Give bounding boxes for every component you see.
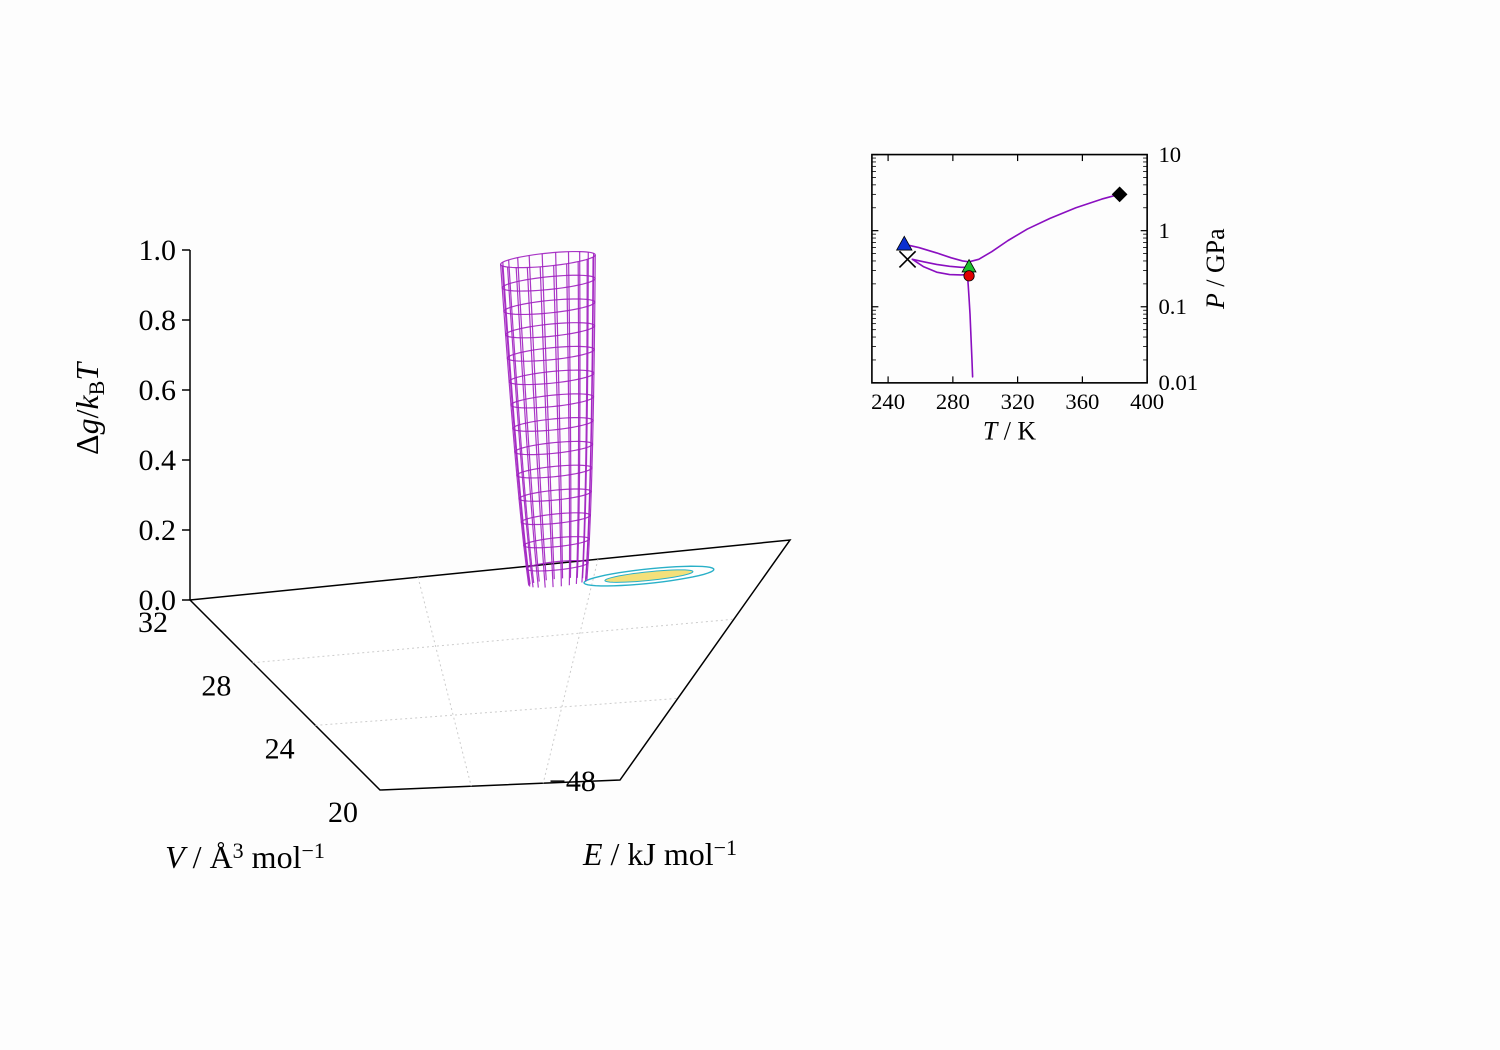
e-axis-label: E / kJ mol−1 [582,835,737,872]
v-axis-label: V / Å3 mol−1 [165,838,325,875]
free-energy-3d-plot: 0.00.20.40.60.81.0Δg/kBT32282420V / Å3 m… [70,120,920,900]
v-tick: 20 [328,796,358,829]
z-tick: 1.0 [139,234,177,267]
t-tick: 320 [1001,389,1035,414]
p-axis-label: P / GPa [1201,228,1230,310]
p-tick: 1 [1158,218,1169,243]
p-tick: 10 [1158,142,1181,167]
inset-frame [872,155,1147,383]
marker-blue-triangle [897,236,912,250]
marker-black-diamond [1112,187,1127,202]
v-tick: 28 [201,669,231,702]
e-tick: −48 [549,765,596,798]
z-tick: 0.2 [139,514,177,547]
phase-diagram-inset: 240280320360400T / K0.010.1110P / GPa [840,140,1260,480]
t-tick: 280 [936,389,970,414]
z-tick: 0.4 [139,444,177,477]
t-tick: 360 [1065,389,1099,414]
phase-curve-upper [903,194,1122,262]
v-tick: 32 [138,606,168,639]
t-tick: 240 [871,389,905,414]
phase-curve-drop [967,275,972,377]
z-axis-label: Δg/kBT [70,361,109,455]
p-tick: 0.01 [1158,370,1198,395]
free-energy-surface [501,252,596,588]
z-tick: 0.8 [139,304,177,337]
t-axis-label: T / K [983,417,1037,446]
v-tick: 24 [265,733,295,766]
p-tick: 0.1 [1158,294,1186,319]
z-tick: 0.6 [139,374,177,407]
marker-red-circle [964,271,974,281]
